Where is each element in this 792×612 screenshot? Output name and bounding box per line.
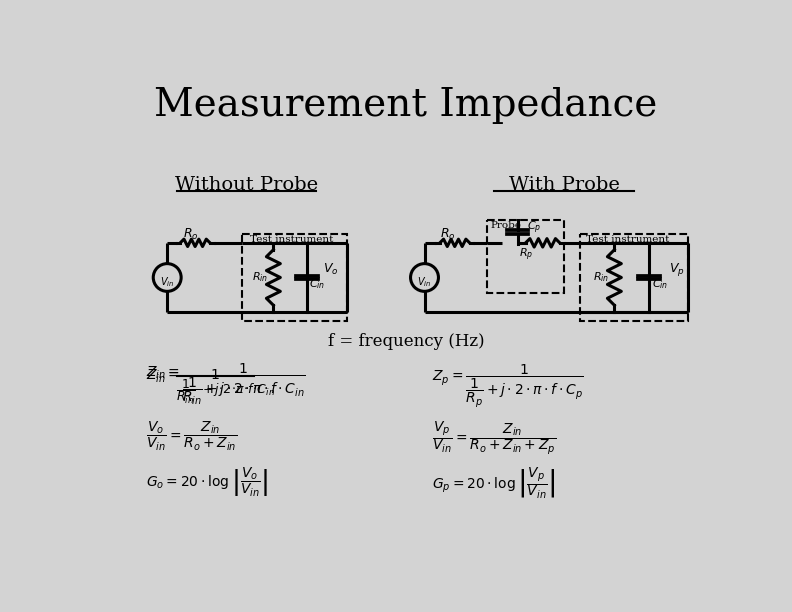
Bar <box>580 234 688 321</box>
Text: Probe: Probe <box>490 222 521 230</box>
Text: $1$: $1$ <box>211 368 220 381</box>
Text: $R_p$: $R_p$ <box>519 247 533 263</box>
Text: $C_{in}$: $C_{in}$ <box>652 277 668 291</box>
Text: $V_{in}$: $V_{in}$ <box>417 275 432 289</box>
Text: $\dfrac{V_p}{V_{in}} = \dfrac{Z_{in}}{R_o + Z_{in} + Z_p}$: $\dfrac{V_p}{V_{in}} = \dfrac{Z_{in}}{R_… <box>432 420 557 457</box>
Text: $C_p$: $C_p$ <box>527 220 541 236</box>
Text: $\dfrac{V_o}{V_{in}} = \dfrac{Z_{in}}{R_o + Z_{in}}$: $\dfrac{V_o}{V_{in}} = \dfrac{Z_{in}}{R_… <box>146 420 237 453</box>
Text: $Z_{in}=$: $Z_{in}=$ <box>146 365 180 381</box>
Text: $Z_p = \dfrac{1}{\dfrac{1}{R_p}+j \cdot 2 \cdot \pi \cdot f \cdot C_p}$: $Z_p = \dfrac{1}{\dfrac{1}{R_p}+j \cdot … <box>432 362 584 409</box>
Text: $V_{in}$: $V_{in}$ <box>160 275 174 289</box>
Text: $R_{in}$: $R_{in}$ <box>593 271 609 285</box>
Text: $+\,j\!\cdot\!2\!\cdot\!\pi\!\cdot\!f\!\cdot\!C_{in}$: $+\,j\!\cdot\!2\!\cdot\!\pi\!\cdot\!f\!\… <box>202 381 275 398</box>
Text: $R_o$: $R_o$ <box>183 227 198 242</box>
Text: Without Probe: Without Probe <box>175 176 318 194</box>
Text: $V_p$: $V_p$ <box>668 261 684 278</box>
Text: $G_p = 20 \cdot \log \left| \dfrac{V_p}{V_{in}} \right|$: $G_p = 20 \cdot \log \left| \dfrac{V_p}{… <box>432 466 556 501</box>
Text: With Probe: With Probe <box>508 176 619 194</box>
Text: $C_{in}$: $C_{in}$ <box>310 277 326 291</box>
Text: $G_o = 20 \cdot \log \left| \dfrac{V_o}{V_{in}} \right|$: $G_o = 20 \cdot \log \left| \dfrac{V_o}{… <box>146 466 268 499</box>
Text: $V_o$: $V_o$ <box>323 262 338 277</box>
Text: Measurement Impedance: Measurement Impedance <box>154 88 657 124</box>
Text: $R_o$: $R_o$ <box>440 227 455 242</box>
Bar <box>486 220 564 293</box>
Text: $R_{in}$: $R_{in}$ <box>252 271 268 285</box>
Text: $\dfrac{1}{R_{in}}$: $\dfrac{1}{R_{in}}$ <box>177 378 196 406</box>
Text: $Z_{in} = \dfrac{1}{\dfrac{1}{R_{in}}+j \cdot 2 \cdot \pi \cdot f \cdot C_{in}}$: $Z_{in} = \dfrac{1}{\dfrac{1}{R_{in}}+j … <box>146 362 306 407</box>
Text: Test instrument: Test instrument <box>586 235 669 244</box>
Text: Test instrument: Test instrument <box>250 235 333 244</box>
Bar <box>242 234 347 321</box>
Text: f = frequency (Hz): f = frequency (Hz) <box>328 333 484 350</box>
